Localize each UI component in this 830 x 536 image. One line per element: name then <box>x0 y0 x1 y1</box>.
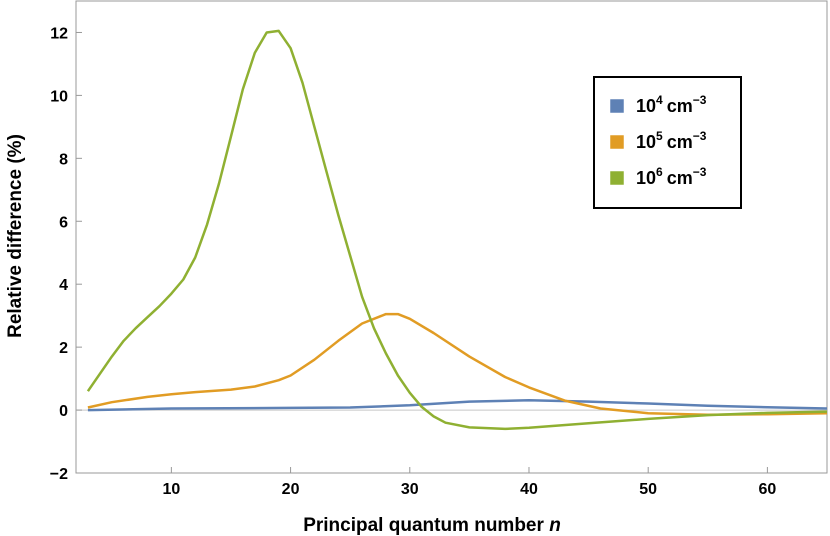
series-layer <box>86 29 828 431</box>
x-tick-label: 20 <box>282 481 300 498</box>
y-tick-label: 2 <box>59 340 68 357</box>
y-axis-ticks: −2 0 2 4 6 8 10 12 <box>50 25 82 483</box>
y-tick-label: 8 <box>59 151 68 168</box>
legend-swatch-1 <box>609 134 625 150</box>
series-line-0 <box>87 399 828 412</box>
y-tick-label: 12 <box>50 25 68 42</box>
legend-swatch-2 <box>609 170 625 186</box>
legend-label-0: 104 cm−3 <box>636 93 707 116</box>
legend-label-2: 106 cm−3 <box>636 165 707 188</box>
y-tick-label: 0 <box>59 403 68 420</box>
plot-frame <box>75 0 828 474</box>
y-tick-label: −2 <box>50 466 68 483</box>
y-tick-label: 6 <box>59 214 68 231</box>
x-tick-label: 10 <box>162 481 180 498</box>
x-axis-ticks: 10 20 30 40 50 60 <box>162 467 776 498</box>
series-line-2 <box>86 29 828 431</box>
y-axis-title: Relative difference (%) <box>5 134 26 338</box>
x-tick-label: 60 <box>758 481 776 498</box>
x-tick-label: 40 <box>520 481 538 498</box>
x-axis-title: Principal quantum number n <box>303 515 561 536</box>
x-tick-label: 30 <box>401 481 419 498</box>
legend: 104 cm−3 105 cm−3 106 cm−3 <box>593 76 742 209</box>
legend-label-1: 105 cm−3 <box>636 129 707 152</box>
y-tick-label: 4 <box>59 277 68 294</box>
series-line-1 <box>87 312 828 417</box>
legend-swatch-0 <box>609 98 625 114</box>
x-tick-label: 50 <box>639 481 657 498</box>
y-tick-label: 10 <box>50 88 68 105</box>
